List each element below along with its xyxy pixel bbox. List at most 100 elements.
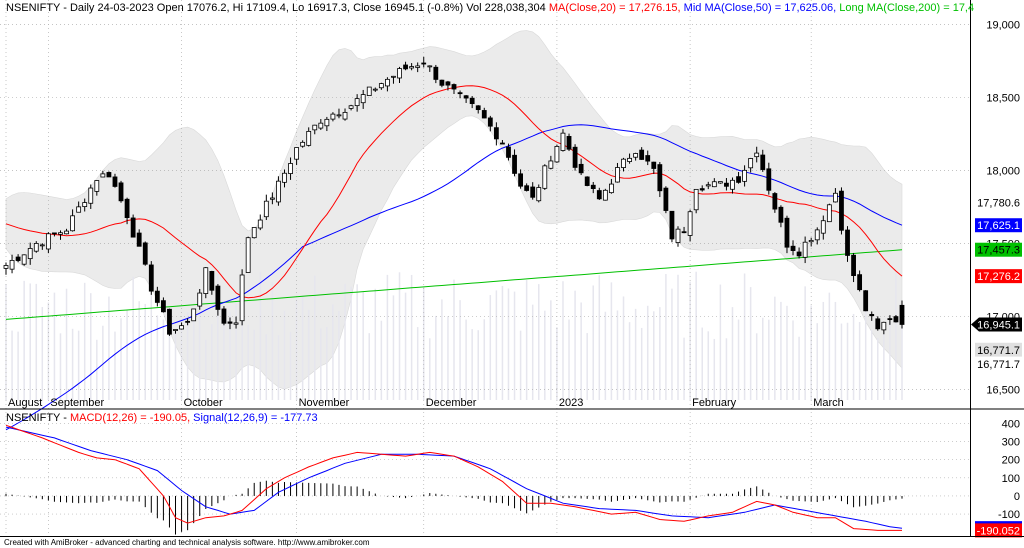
price-axis-tick-label: 18,000 xyxy=(986,166,1020,178)
candle-body xyxy=(506,146,511,158)
candle-body xyxy=(839,190,844,231)
candle-body xyxy=(463,95,469,99)
candle-body xyxy=(52,232,57,235)
candle-body xyxy=(124,198,130,219)
candle-body xyxy=(397,68,402,79)
macd-plot xyxy=(5,424,903,535)
value-tag-box xyxy=(975,342,1022,357)
candle-body xyxy=(282,172,287,183)
candle-body xyxy=(439,79,445,86)
macd-axis-tick-label: 100 xyxy=(1002,473,1020,485)
macd-header: NSENIFTY - MACD(12,26) = -190.05, Signal… xyxy=(6,412,318,424)
candle-body xyxy=(185,320,191,323)
candle-body xyxy=(88,187,94,204)
candle-body xyxy=(173,329,178,331)
candle-body xyxy=(736,176,741,183)
value-tag-label: 17,276.2 xyxy=(977,271,1020,283)
macd-axis-tick-label: 0 xyxy=(1014,491,1020,503)
candle-body xyxy=(227,321,233,324)
value-tag-label: 16,771.7 xyxy=(977,359,1020,371)
candle-body xyxy=(899,304,905,325)
candle-body xyxy=(70,215,75,232)
candle-body xyxy=(391,75,396,78)
candle-body xyxy=(875,318,881,330)
candle-body xyxy=(27,248,33,260)
value-tag-box xyxy=(975,218,1022,233)
candle-body xyxy=(881,321,887,331)
candle-body xyxy=(82,202,88,208)
candle-body xyxy=(639,149,645,160)
month-label: February xyxy=(692,397,737,409)
candle-body xyxy=(566,136,572,150)
candle-body xyxy=(512,154,517,174)
macd-value-tag: -190.052 xyxy=(975,523,1022,538)
candle-body xyxy=(518,173,523,187)
macd-axis-tick-label: 300 xyxy=(1002,437,1020,449)
candle-body xyxy=(784,217,790,248)
ma200-legend: Long MA(Close,200) = 17,4 xyxy=(836,2,975,14)
candle-body xyxy=(524,185,530,191)
price-value-tag: 16,945.1 xyxy=(971,317,1022,332)
candle-body xyxy=(742,169,747,182)
candle-body xyxy=(887,318,893,321)
candle-body xyxy=(500,142,505,145)
price-value-tag: 16,771.7 xyxy=(975,342,1022,357)
candle-body xyxy=(239,274,245,322)
value-tag-box xyxy=(975,356,1022,371)
macd-legend: MACD(12,26) = -190.05, xyxy=(69,412,191,424)
candle-body xyxy=(130,217,136,238)
candle-body xyxy=(100,173,106,178)
month-label: December xyxy=(426,397,477,409)
candle-body xyxy=(154,290,160,303)
candle-body xyxy=(251,227,257,239)
candle-body xyxy=(814,229,820,241)
price-value-tag: 17,625.1 xyxy=(975,218,1022,233)
month-label: 2023 xyxy=(559,397,583,409)
candle-body xyxy=(106,172,112,178)
candle-body xyxy=(651,161,657,169)
candle-body xyxy=(94,180,100,192)
macd-axis-tick-label: -100 xyxy=(998,509,1020,521)
candle-body xyxy=(348,105,354,109)
value-tag-label: -190.052 xyxy=(977,525,1020,537)
candle-body xyxy=(312,124,318,131)
candle-body xyxy=(257,219,263,229)
candle-body xyxy=(633,153,639,158)
footer-credit: Created with AmiBroker - advanced charti… xyxy=(4,538,370,547)
candle-body xyxy=(209,271,215,291)
candle-body xyxy=(385,78,390,87)
candle-body xyxy=(754,152,760,158)
candle-body xyxy=(627,157,632,162)
candle-body xyxy=(179,325,184,330)
candle-body xyxy=(39,244,45,247)
candle-body xyxy=(76,206,82,213)
candle-body xyxy=(421,62,427,65)
candle-body xyxy=(64,230,69,235)
candle-body xyxy=(699,188,705,191)
candle-body xyxy=(148,264,154,292)
candle-body xyxy=(336,114,342,117)
candle-body xyxy=(324,118,330,127)
candle-body xyxy=(118,182,124,202)
candle-body xyxy=(760,154,766,170)
month-label: October xyxy=(184,397,223,409)
macd-header-prefix: NSENIFTY - xyxy=(6,412,70,424)
candle-body xyxy=(820,220,826,234)
candle-body xyxy=(136,232,142,247)
candle-body xyxy=(572,146,578,168)
candle-body xyxy=(161,300,166,313)
candle-body xyxy=(621,158,626,168)
candle-body xyxy=(693,188,699,211)
ma200-line xyxy=(5,249,903,320)
macd-pane xyxy=(0,410,970,536)
candle-body xyxy=(772,193,778,210)
candle-body xyxy=(427,65,433,68)
candle-body xyxy=(669,210,675,240)
candle-body xyxy=(354,98,360,107)
candle-body xyxy=(469,97,475,105)
candle-body xyxy=(487,117,493,127)
macd-axis-tick-label: 200 xyxy=(1002,455,1020,467)
candle-body xyxy=(584,176,590,186)
candle-body xyxy=(536,187,542,202)
